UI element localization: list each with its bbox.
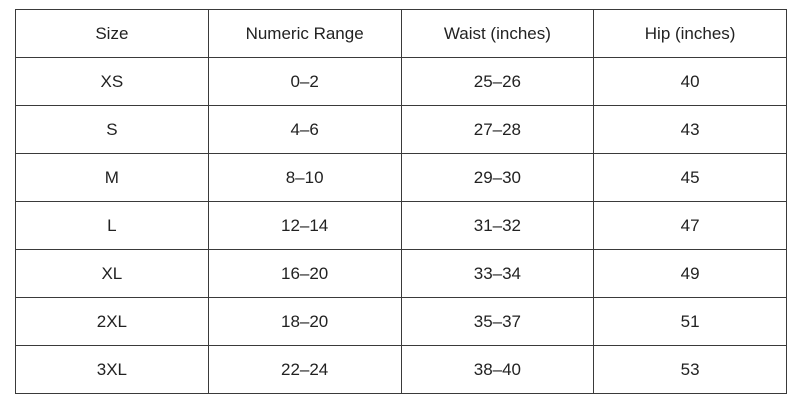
header-cell: Size — [15, 9, 209, 58]
table-cell: 0–2 — [207, 57, 402, 106]
table-cell: 4–6 — [207, 105, 402, 154]
table-cell: 51 — [593, 297, 787, 346]
table-cell: 25–26 — [400, 57, 595, 106]
table-cell: 53 — [593, 345, 787, 394]
table-cell: 8–10 — [207, 153, 402, 202]
table-row: XL 16–20 33–34 49 — [15, 249, 787, 298]
table-row: S 4–6 27–28 43 — [15, 105, 787, 154]
table-cell: 16–20 — [207, 249, 402, 298]
table-cell: 12–14 — [207, 201, 402, 250]
table-body: XS 0–2 25–26 40 S 4–6 27–28 43 M 8–10 29–30 45 L 12–1… — [15, 57, 787, 394]
table-cell: L — [15, 201, 209, 250]
table-cell: 31–32 — [400, 201, 595, 250]
table-cell: 3XL — [15, 345, 209, 394]
table-cell: XS — [15, 57, 209, 106]
header-cell: Waist (inches) — [400, 9, 595, 58]
table-cell: M — [15, 153, 209, 202]
header-cell: Numeric Range — [207, 9, 402, 58]
table-row: M 8–10 29–30 45 — [15, 153, 787, 202]
table-row: 3XL 22–24 38–40 53 — [15, 345, 787, 394]
table-cell: 2XL — [15, 297, 209, 346]
table-cell: 22–24 — [207, 345, 402, 394]
table-cell: 45 — [593, 153, 787, 202]
header-cell: Hip (inches) — [593, 9, 787, 58]
table-cell: 47 — [593, 201, 787, 250]
table-cell: S — [15, 105, 209, 154]
table-cell: 49 — [593, 249, 787, 298]
table-cell: 43 — [593, 105, 787, 154]
header-row: Size Numeric Range Waist (inches) Hip (inch… — [15, 9, 787, 58]
table-row: L 12–14 31–32 47 — [15, 201, 787, 250]
table-cell: 38–40 — [400, 345, 595, 394]
table-cell: XL — [15, 249, 209, 298]
table-cell: 35–37 — [400, 297, 595, 346]
table-row: 2XL 18–20 35–37 51 — [15, 297, 787, 346]
table-cell: 33–34 — [400, 249, 595, 298]
table-cell: 27–28 — [400, 105, 595, 154]
table-row: XS 0–2 25–26 40 — [15, 57, 787, 106]
table-cell: 40 — [593, 57, 787, 106]
table-cell: 29–30 — [400, 153, 595, 202]
size-table: Size Numeric Range Waist (inches) Hip (inch… — [15, 9, 787, 394]
table-head: Size Numeric Range Waist (inches) Hip (inch… — [15, 9, 787, 58]
table-cell: 18–20 — [207, 297, 402, 346]
